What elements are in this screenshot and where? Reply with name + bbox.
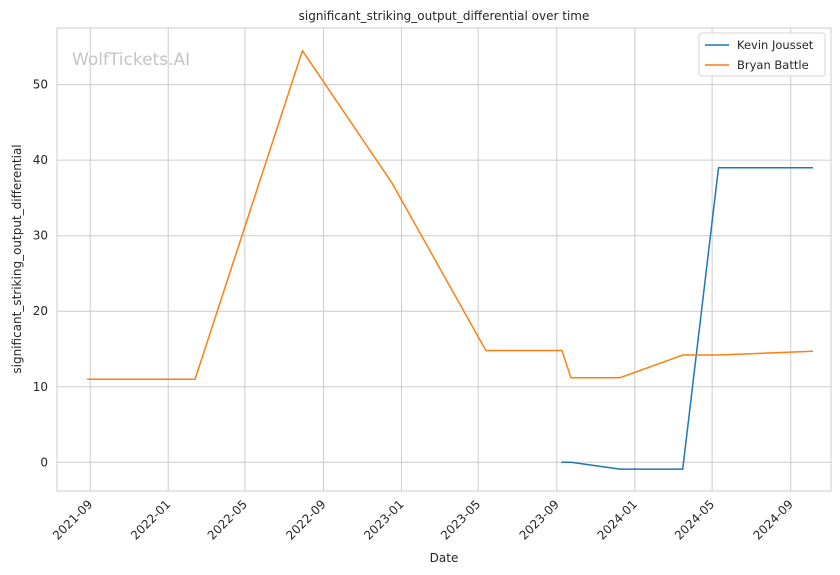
series-layer [86,49,814,470]
y-tick-label: 10 [33,380,48,394]
y-axis-label: significant_striking_output_differential [10,144,24,373]
x-axis-label: Date [430,551,459,565]
legend-label-kevin-jousset: Kevin Jousset [737,38,814,52]
y-tick-label: 20 [33,304,48,318]
grid [57,28,831,491]
y-tick-label: 40 [33,153,48,167]
legend: Kevin Jousset Bryan Battle [698,32,826,77]
legend-box [698,32,826,77]
y-tick-label: 30 [33,229,48,243]
y-tick-label: 0 [40,455,48,469]
series-line-bryan-battle [86,49,814,380]
y-tick-label: 50 [33,78,48,92]
plot-area [57,28,831,491]
chart-title: significant_striking_output_differential… [299,9,590,23]
plot-frame [56,27,832,492]
watermark: WolfTickets.AI [72,50,190,70]
series-line-kevin-jousset [561,166,814,470]
legend-label-bryan-battle: Bryan Battle [737,58,809,72]
